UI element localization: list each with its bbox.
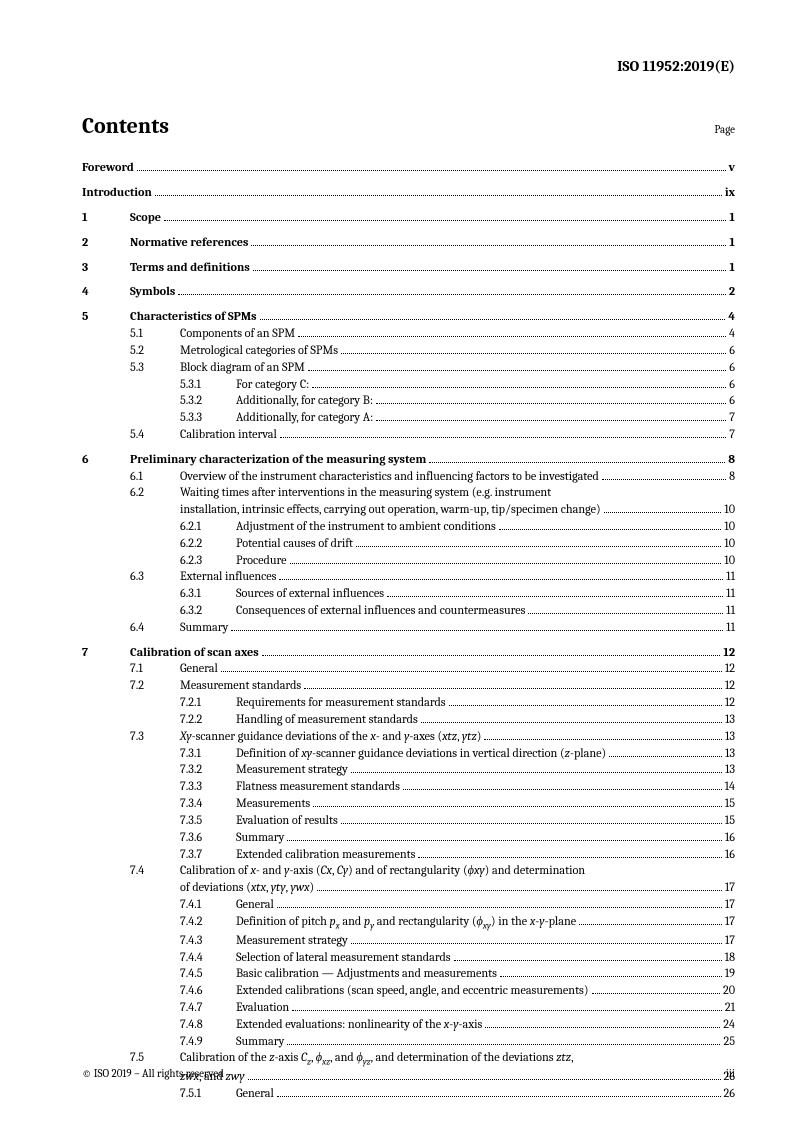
document-id: ISO 11952:2019(E) xyxy=(82,56,735,76)
toc-entry: 7.4.4Selection of lateral measurement st… xyxy=(180,949,735,966)
toc-entry: 6.3External influences11 xyxy=(130,569,735,586)
toc-entry: 5.4Calibration interval7 xyxy=(130,427,735,444)
toc-entry: 5.2Metrological categories of SPMs6 xyxy=(130,343,735,360)
toc-entry: 6.2.1Adjustment of the instrument to amb… xyxy=(180,518,735,535)
toc-entry: 7.3.5Evaluation of results15 xyxy=(180,813,735,830)
toc-entry-continuation: installation, intrinsic effects, carryin… xyxy=(180,502,735,519)
toc-entry: Forewordv xyxy=(82,160,735,177)
toc-entry: 7.4.5Basic calibration — Adjustments and… xyxy=(180,966,735,983)
page-column-label: Page xyxy=(714,123,735,138)
footer-page-number: iii xyxy=(726,1067,735,1082)
toc-entry: 6Preliminary characterization of the mea… xyxy=(82,452,735,469)
toc-entry: 5.3Block diagram of an SPM6 xyxy=(130,359,735,376)
toc-entry-continuation: of deviations (xtx, yty, ywx)17 xyxy=(180,880,735,897)
toc-entry: 7.2.2Handling of measurement standards13 xyxy=(180,712,735,729)
toc-entry: 5.1Components of an SPM4 xyxy=(130,326,735,343)
toc-entry: 1Scope1 xyxy=(82,210,735,227)
toc-entry: Introductionix xyxy=(82,185,735,202)
toc-entry: 7.5Calibration of the z-axis Cz, ϕxz, an… xyxy=(130,1050,735,1069)
toc-entry: 6.1Overview of the instrument characteri… xyxy=(130,468,735,485)
toc-entry: 7.4.9Summary25 xyxy=(180,1033,735,1050)
toc-entry: 3Terms and definitions1 xyxy=(82,259,735,276)
toc-entry: 6.2.2Potential causes of drift10 xyxy=(180,535,735,552)
toc-entry: 4Symbols2 xyxy=(82,284,735,301)
footer-copyright: © ISO 2019 – All rights reserved xyxy=(82,1067,224,1082)
toc-entry: 2Normative references1 xyxy=(82,234,735,251)
toc-entry: 7.5.1General26 xyxy=(180,1086,735,1103)
toc-entry: 7Calibration of scan axes12 xyxy=(82,644,735,661)
toc-entry: 7.4.1General17 xyxy=(180,896,735,913)
toc-entry: 7.3.3Flatness measurement standards14 xyxy=(180,779,735,796)
toc-entry: 7.4.8Extended evaluations: nonlinearity … xyxy=(180,1016,735,1033)
toc-entry: 7.3.2Measurement strategy13 xyxy=(180,762,735,779)
toc-entry: 5.3.2Additionally, for category B:6 xyxy=(180,393,735,410)
toc-entry: 6.3.2Consequences of external influences… xyxy=(180,603,735,620)
toc-entry: 6.4Summary11 xyxy=(130,619,735,636)
toc-entry: 7.4.2Definition of pitch px and py and r… xyxy=(180,913,735,932)
toc-entry: 7.4.7Evaluation21 xyxy=(180,1000,735,1017)
toc-entry: 6.2Waiting times after interventions in … xyxy=(130,485,735,501)
toc-entry: 7.3.7Extended calibration measurements16 xyxy=(180,846,735,863)
contents-title: Contents xyxy=(82,112,169,142)
toc-entry: 7.4Calibration of x- and y-axis (Cx, Cy)… xyxy=(130,863,735,879)
toc-entry: 7.3Xy-scanner guidance deviations of the… xyxy=(130,728,735,745)
table-of-contents: Forewordv Introductionix 1Scope1 2Normative… xyxy=(82,160,735,1103)
toc-entry: 5.3.1For category C:6 xyxy=(180,376,735,393)
toc-entry: 5Characteristics of SPMs4 xyxy=(82,309,735,326)
toc-entry: 6.3.1Sources of external influences11 xyxy=(180,586,735,603)
toc-entry: 6.2.3Procedure10 xyxy=(180,552,735,569)
toc-entry: 5.3.3Additionally, for category A:7 xyxy=(180,410,735,427)
toc-entry: 7.3.4Measurements15 xyxy=(180,796,735,813)
toc-entry: 7.2Measurement standards12 xyxy=(130,678,735,695)
toc-entry: 7.2.1Requirements for measurement standa… xyxy=(180,695,735,712)
toc-entry: 7.1General12 xyxy=(130,661,735,678)
toc-entry: 7.3.6Summary16 xyxy=(180,829,735,846)
toc-entry: 7.3.1Definition of xy-scanner guidance d… xyxy=(180,745,735,762)
toc-entry: 7.4.3Measurement strategy17 xyxy=(180,932,735,949)
toc-entry: 7.4.6Extended calibrations (scan speed, … xyxy=(180,983,735,1000)
